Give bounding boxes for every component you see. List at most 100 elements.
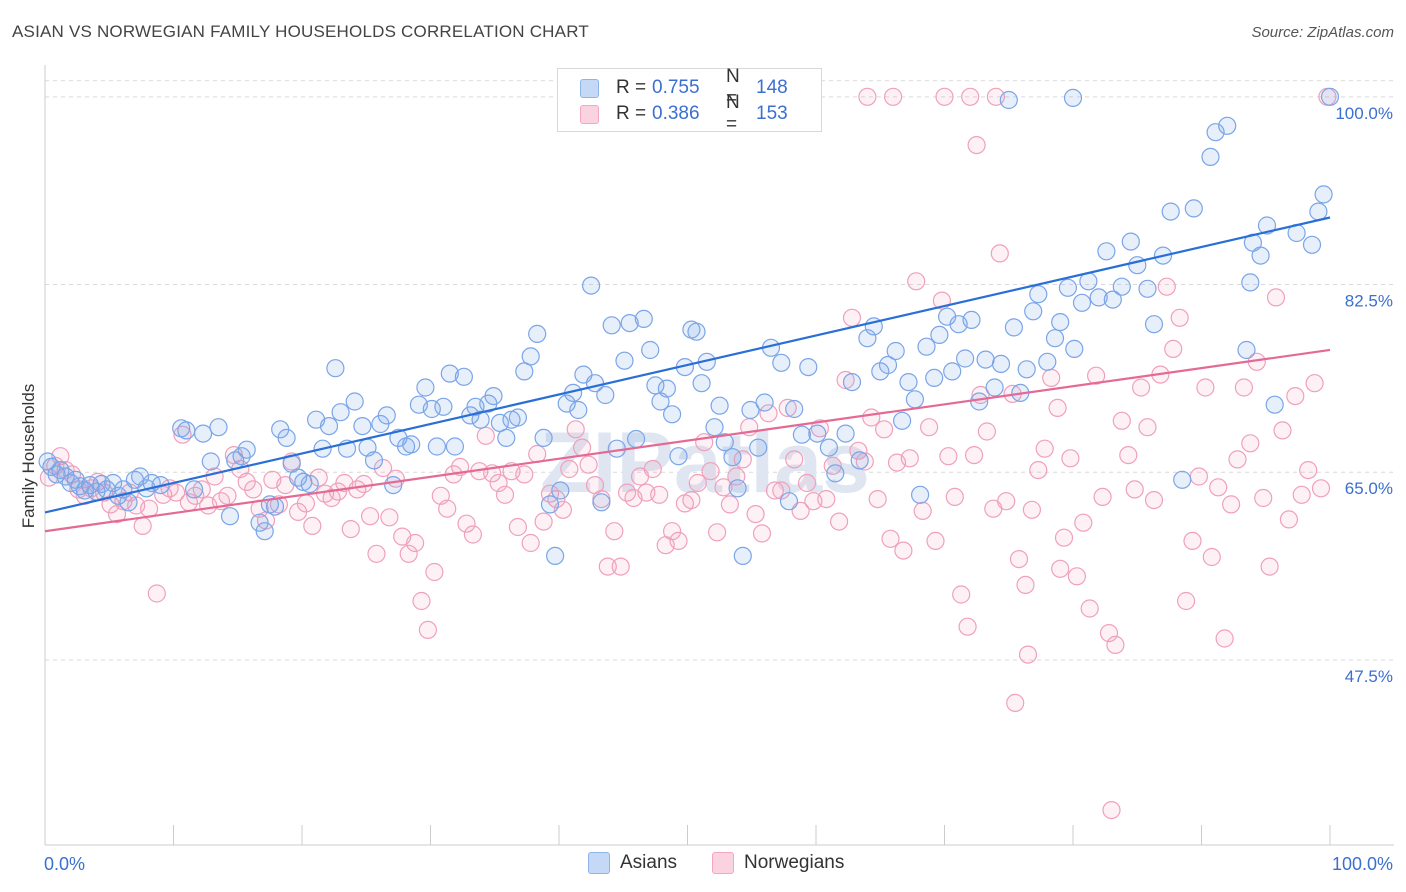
x-tick-label: 100.0% xyxy=(1332,854,1393,874)
asian-point xyxy=(634,309,653,328)
norwegian-point xyxy=(218,486,237,505)
asian-point xyxy=(749,438,768,457)
asian-point xyxy=(434,397,453,416)
norwegian-point xyxy=(881,529,900,548)
asian-point xyxy=(1072,293,1092,312)
norwegian-point xyxy=(829,512,849,531)
axis-layer xyxy=(44,65,1394,846)
norwegian-swatch xyxy=(580,104,599,124)
asian-point xyxy=(569,400,588,420)
norwegian-point xyxy=(167,483,186,502)
legend-item-norwegians[interactable]: Norwegians xyxy=(712,852,844,874)
trend-lines xyxy=(44,216,1331,533)
norwegian-point xyxy=(354,474,373,494)
norwegian-point xyxy=(900,449,919,468)
norwegian-point xyxy=(489,473,508,493)
asian-point xyxy=(194,424,213,443)
n-label: N = xyxy=(726,66,740,109)
y-tick-label: 65.0% xyxy=(1345,479,1393,498)
asian-point xyxy=(440,364,459,383)
n-label: N = xyxy=(726,92,740,135)
asian-point xyxy=(892,411,912,430)
asian-point xyxy=(1206,123,1225,142)
norwegian-point xyxy=(1279,510,1299,529)
norwegian-point xyxy=(133,516,152,536)
asian-point xyxy=(255,522,274,541)
asian-point xyxy=(1218,116,1237,135)
asian-point xyxy=(1320,87,1340,106)
asian-point xyxy=(416,378,435,397)
asian-point xyxy=(1138,279,1157,298)
asian-point xyxy=(1173,470,1192,489)
norwegian-point xyxy=(425,562,444,582)
asian-point xyxy=(177,421,196,440)
norwegian-point xyxy=(964,446,984,465)
asian-point xyxy=(779,492,799,511)
asian-point xyxy=(528,324,547,343)
asian-point xyxy=(1063,88,1083,108)
asian-point xyxy=(1024,302,1043,321)
asian-point xyxy=(445,437,464,456)
norwegian-point xyxy=(746,504,765,524)
norwegian-point xyxy=(508,517,528,537)
norwegian-point xyxy=(1042,368,1061,387)
asian-point xyxy=(715,433,734,452)
norwegian-point xyxy=(1266,288,1286,307)
asian-point xyxy=(402,435,421,454)
legend-item-asians[interactable]: Asians xyxy=(588,852,677,874)
norwegian-point xyxy=(205,467,224,486)
norwegian-point xyxy=(1009,549,1029,569)
norwegian-point xyxy=(399,544,418,563)
norwegian-point xyxy=(817,490,836,509)
asian-point xyxy=(454,367,473,386)
norwegian-point xyxy=(1102,800,1121,820)
norwegian-point xyxy=(1157,277,1176,296)
asian-point xyxy=(657,379,677,398)
asian-point xyxy=(119,493,138,512)
x-tick-label: 0.0% xyxy=(44,854,85,874)
norwegian-point xyxy=(605,522,624,541)
norwegian-point xyxy=(967,136,986,155)
norwegian-point xyxy=(707,523,727,542)
norwegian-point xyxy=(1202,547,1221,567)
legend-row-norwegians: R = 0.386 N = 153 xyxy=(580,92,788,135)
asian-point xyxy=(1121,232,1140,251)
asian-point xyxy=(1144,315,1164,334)
norwegian-point xyxy=(1016,575,1035,595)
norwegian-trend-line xyxy=(44,348,1331,533)
asian-point xyxy=(250,513,269,532)
asian-point xyxy=(185,480,204,499)
asian-point xyxy=(1302,235,1322,254)
norwegian-point xyxy=(566,420,585,439)
norwegian-point xyxy=(842,308,862,327)
norwegian-point xyxy=(765,481,785,500)
norwegian-point xyxy=(1112,411,1131,430)
y-axis-label: Family Households xyxy=(19,384,38,529)
asian-point xyxy=(422,399,441,419)
norwegian-point xyxy=(1241,434,1260,453)
asian-point xyxy=(991,354,1011,373)
asian-point xyxy=(976,350,995,369)
norwegian-point xyxy=(714,478,733,497)
norwegian-point xyxy=(192,480,211,499)
r-value: 0.755 xyxy=(652,77,700,98)
asian-point xyxy=(662,405,682,424)
asian-point xyxy=(886,341,905,361)
source-label: Source: ZipAtlas.com xyxy=(1251,24,1394,41)
asian-point xyxy=(1097,242,1116,261)
norwegian-point xyxy=(1183,531,1202,551)
norwegian-point xyxy=(598,557,617,576)
norwegian-point xyxy=(720,495,740,514)
asian-point xyxy=(1241,273,1260,292)
norwegian-point xyxy=(186,486,205,505)
asian-point xyxy=(1251,246,1270,265)
norwegian-point xyxy=(849,441,868,460)
norwegian-point xyxy=(926,531,945,551)
norwegian-point xyxy=(361,507,380,526)
asian-point xyxy=(1112,277,1131,296)
norwegian-point xyxy=(997,492,1016,511)
norwegian-point xyxy=(412,591,431,611)
norwegian-point xyxy=(303,516,322,536)
asian-point xyxy=(1004,318,1024,337)
asian-point xyxy=(602,316,621,335)
